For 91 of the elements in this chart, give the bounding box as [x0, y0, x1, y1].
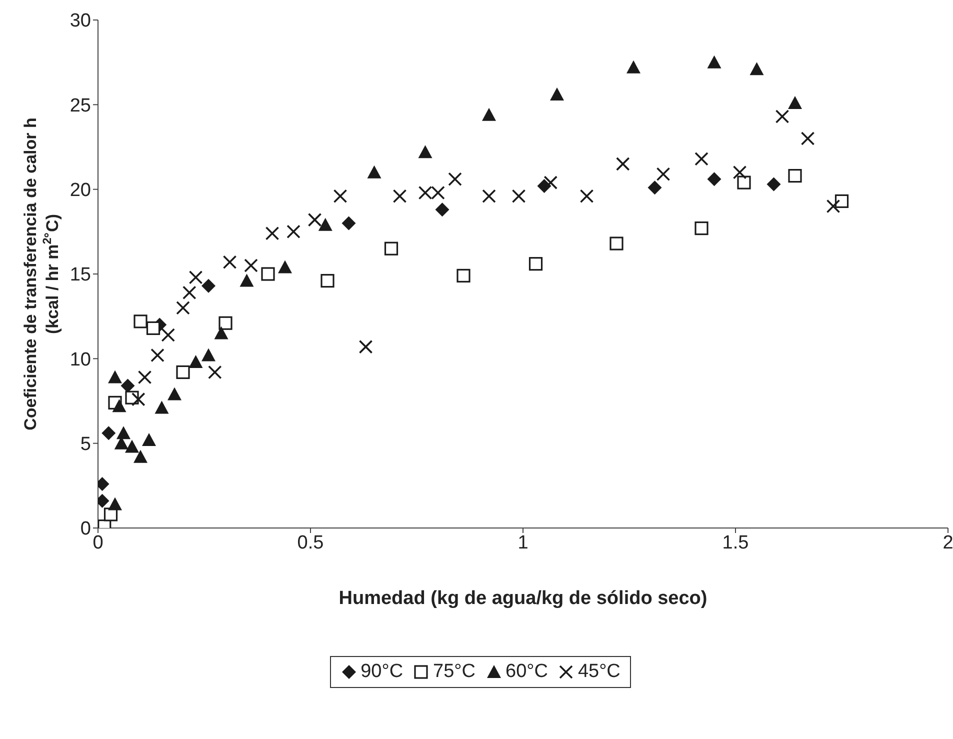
point	[108, 370, 122, 384]
x-tick-label: 2	[942, 532, 953, 554]
point	[616, 157, 630, 171]
point	[456, 268, 470, 282]
point	[707, 55, 722, 68]
point	[482, 189, 496, 204]
point	[138, 370, 152, 384]
point	[342, 216, 356, 230]
point	[384, 242, 398, 256]
point	[626, 60, 640, 74]
x-axis-title: Humedad (kg de agua/kg de sólido seco)	[338, 588, 708, 609]
legend-label: 60°C	[506, 661, 548, 683]
point	[694, 152, 708, 166]
point	[176, 365, 190, 380]
point	[392, 189, 407, 204]
y-tick-label: 5	[80, 434, 91, 456]
point	[418, 145, 432, 158]
point	[168, 387, 182, 400]
point	[431, 186, 445, 200]
point	[610, 236, 624, 250]
point	[775, 110, 790, 124]
point	[222, 255, 237, 270]
point	[102, 426, 116, 440]
legend-label: 75°C	[433, 661, 476, 683]
point	[544, 176, 558, 190]
legend-label: 90°C	[360, 661, 404, 683]
point	[732, 166, 747, 180]
point	[120, 378, 135, 393]
point	[750, 62, 764, 76]
x-tick-label: 1.5	[722, 532, 749, 554]
point	[146, 321, 160, 335]
point	[648, 180, 662, 195]
point	[134, 314, 148, 328]
point	[214, 326, 228, 340]
point	[834, 194, 849, 208]
point	[788, 168, 802, 183]
point	[694, 221, 708, 236]
point	[656, 167, 670, 181]
point	[131, 392, 146, 406]
point	[528, 257, 543, 271]
point	[176, 300, 190, 315]
y-tick-label: 20	[70, 180, 91, 202]
point	[286, 224, 300, 239]
point	[737, 176, 751, 190]
point	[550, 88, 564, 101]
point	[278, 260, 292, 274]
point	[766, 177, 781, 192]
point	[367, 165, 382, 178]
point	[320, 274, 334, 288]
y-tick-label: 30	[70, 10, 91, 32]
point	[318, 218, 332, 231]
point	[826, 199, 840, 214]
point	[208, 365, 222, 380]
point	[240, 274, 254, 287]
point	[358, 340, 373, 354]
point	[188, 270, 203, 284]
point	[800, 132, 815, 146]
point	[116, 426, 130, 440]
legend-label: 45°C	[578, 661, 620, 683]
point	[188, 355, 203, 368]
point	[108, 497, 122, 510]
point	[142, 432, 156, 446]
point	[265, 226, 280, 240]
point	[202, 278, 216, 293]
point	[244, 258, 258, 272]
y-tick-label: 0	[80, 518, 91, 540]
y-tick-label: 25	[70, 95, 91, 116]
point	[154, 400, 169, 414]
point	[112, 399, 126, 412]
point	[788, 96, 802, 109]
y-tick-label: 10	[70, 349, 91, 370]
point	[580, 189, 594, 204]
point	[125, 440, 139, 453]
point	[308, 212, 322, 227]
x-tick-label: 1	[518, 532, 528, 554]
point	[134, 450, 148, 463]
point	[202, 348, 216, 362]
point	[161, 328, 176, 342]
point	[435, 202, 450, 217]
point	[448, 172, 462, 186]
point	[218, 316, 232, 330]
point	[418, 186, 432, 200]
point	[512, 189, 526, 204]
point	[182, 286, 196, 300]
point	[707, 172, 722, 186]
x-tick-label: 0.5	[297, 532, 324, 554]
point	[333, 189, 348, 204]
y-tick-label: 15	[70, 264, 91, 286]
point	[150, 348, 164, 362]
point	[482, 108, 496, 121]
point	[261, 267, 275, 281]
